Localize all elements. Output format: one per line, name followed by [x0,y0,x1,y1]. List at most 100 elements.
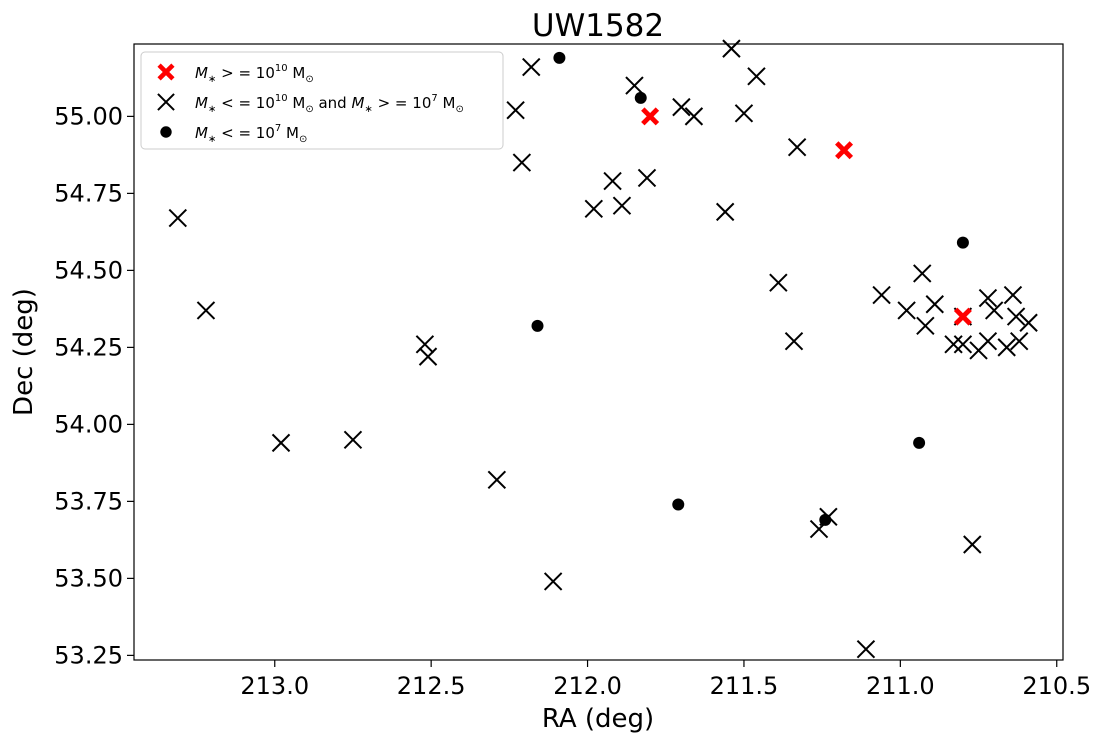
x-marker-stroke [1019,313,1038,332]
mid-mass-point [1019,313,1038,332]
x-marker-stroke [722,39,741,58]
x-marker-stroke [978,332,998,351]
x-marker-stroke [897,301,916,320]
x-axis-ticks: 213.0 212.5 212.0 211.5 211.0 210.5 [240,660,1091,700]
legend-label-part: > = 10 [373,94,432,112]
mid-mass-point [543,572,563,591]
legend-label-part: < = 10 [216,94,275,112]
x-marker-stroke [856,640,876,659]
mid-mass-point [784,332,804,351]
mid-mass-point [637,168,657,188]
y-tick-label: 53.75 [54,487,123,515]
mid-mass-point [872,285,891,305]
x-marker-stroke [784,332,804,351]
x-marker-stroke [672,97,691,117]
x-marker-stroke [343,430,363,449]
legend-label-part: ∗ [208,134,216,145]
mid-mass-point [715,202,735,222]
x-marker-stroke [963,535,982,554]
x-tick-label: 210.5 [1022,672,1091,700]
mid-mass-point [953,335,973,354]
mid-mass-point [584,199,604,218]
low-mass-point [634,91,647,104]
x-tick-label: 211.0 [866,672,935,700]
mid-mass-point [916,316,935,336]
x-tick-label: 212.5 [397,672,466,700]
low-mass-point [553,51,566,64]
legend-label-part: M [195,64,208,82]
x-marker-stroke [1003,285,1023,305]
legend-label-part: ⊙ [305,74,313,85]
mid-mass-point [913,264,932,283]
x-marker-stroke [1006,307,1026,326]
mid-mass-point [978,332,998,351]
legend-label-part: ∗ [208,104,216,115]
x-tick-label: 213.0 [240,672,309,700]
mid-mass-point [769,273,788,292]
x-marker-stroke [603,171,622,191]
x-marker-stroke [997,338,1016,357]
legend-label-part: M [288,94,306,112]
x-marker-stroke [953,335,973,354]
y-tick-label: 53.25 [54,641,123,669]
legend-label-part: ⊙ [455,104,463,115]
legend-label: M∗ < = 1010 M⊙ and M∗ > = 107 M⊙ [195,93,464,115]
mid-mass-point [925,295,944,314]
legend-label-part: M [438,94,456,112]
high-mass-point [835,141,854,160]
x-marker-stroke [787,137,807,157]
x-marker-stroke [872,285,891,305]
x-axis-label: RA (deg) [542,704,654,734]
legend-label: M∗ > = 1010 M⊙ [195,63,314,85]
legend-marker [160,126,172,138]
mid-mass-point [944,335,963,354]
y-tick-label: 54.50 [54,256,123,284]
x-marker-stroke [978,288,998,308]
x-marker-stroke [925,295,944,314]
mid-mass-point [747,67,766,86]
low-mass-point [913,436,926,449]
x-marker-stroke [625,76,644,95]
mid-mass-point [734,104,754,123]
x-marker-stroke [512,153,532,172]
y-axis-ticks: 53.25 53.50 53.75 54.00 54.25 54.50 54.75 55.00 [54,102,134,669]
chart-title: UW1582 [532,8,664,44]
legend-label-part: M [288,64,306,82]
mid-mass-point [506,101,525,120]
legend-label-part: ∗ [208,74,216,85]
mid-mass-point [512,153,532,172]
mid-mass-point [1006,307,1026,326]
x-marker-stroke [157,93,175,111]
x-marker-stroke [769,273,788,292]
legend-label: M∗ < = 107 M⊙ [195,123,307,145]
legend-label-part: ⊙ [305,104,313,115]
y-axis-label: Dec (deg) [9,288,39,416]
legend-label-part: and [314,94,352,112]
legend-label-part: M [195,94,208,112]
mid-mass-point [271,433,291,453]
legend-label-part: < = 10 [216,124,275,142]
legend-label-part: > = 10 [216,64,275,82]
y-tick-label: 55.00 [54,102,123,130]
y-tick-label: 54.75 [54,179,123,207]
mid-mass-point [897,301,916,320]
legend-label-part: M [195,124,208,142]
x-marker-stroke [487,470,507,490]
legend-label-part: ∗ [364,104,372,115]
mid-mass-point [612,196,632,215]
mid-mass-point [168,208,187,228]
legend-label-part: ⊙ [299,134,307,145]
mid-mass-point [343,430,363,449]
low-mass-point [531,319,544,332]
mid-mass-point [984,301,1004,320]
x-marker-stroke [418,347,438,366]
legend-label-part: M [281,124,299,142]
x-marker-stroke [715,202,735,222]
legend-label-part: 10 [275,93,288,104]
mid-mass-point [415,335,435,354]
mid-mass-point [196,301,216,320]
x-marker-stroke [734,104,754,123]
mid-mass-point [603,171,622,191]
legend-marker [157,63,175,81]
